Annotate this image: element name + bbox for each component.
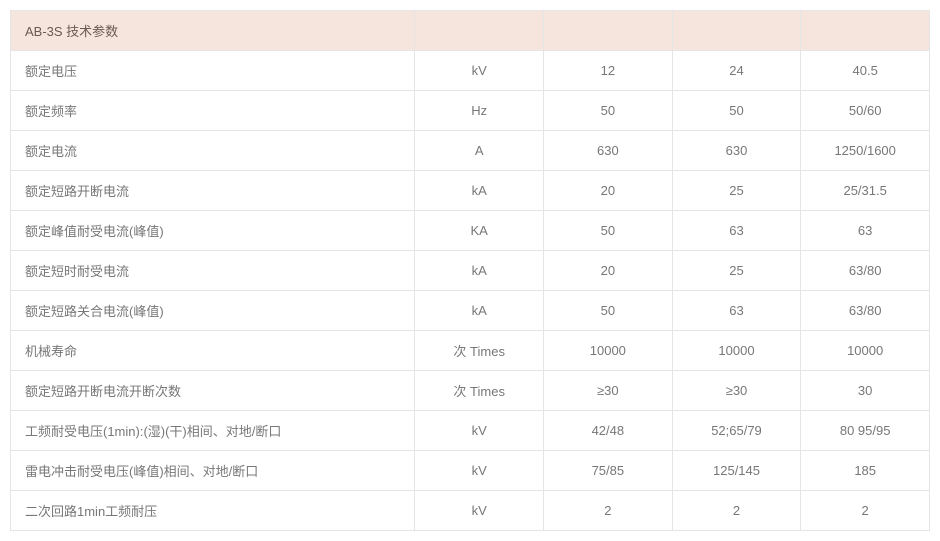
- param-unit: kA: [415, 291, 544, 331]
- header-blank: [672, 11, 801, 51]
- param-label: 额定电流: [11, 131, 415, 171]
- param-value: 2: [672, 491, 801, 531]
- param-value: 25/31.5: [801, 171, 930, 211]
- param-unit: kV: [415, 491, 544, 531]
- param-label: 额定峰值耐受电流(峰值): [11, 211, 415, 251]
- table-header: AB-3S 技术参数: [11, 11, 930, 51]
- param-value: 12: [544, 51, 673, 91]
- param-value: 75/85: [544, 451, 673, 491]
- param-value: ≥30: [672, 371, 801, 411]
- param-label: 额定短路开断电流开断次数: [11, 371, 415, 411]
- param-value: 63/80: [801, 251, 930, 291]
- param-value: 50: [672, 91, 801, 131]
- param-unit: kV: [415, 411, 544, 451]
- param-value: 2: [801, 491, 930, 531]
- param-label: 额定短路开断电流: [11, 171, 415, 211]
- header-blank: [415, 11, 544, 51]
- param-value: 1250/1600: [801, 131, 930, 171]
- param-value: 40.5: [801, 51, 930, 91]
- param-value: 25: [672, 171, 801, 211]
- param-value: 63/80: [801, 291, 930, 331]
- param-value: ≥30: [544, 371, 673, 411]
- table-title: AB-3S 技术参数: [11, 11, 415, 51]
- table-row: 额定频率Hz505050/60: [11, 91, 930, 131]
- param-label: 额定短路关合电流(峰值): [11, 291, 415, 331]
- table-body: 额定电压kV122440.5额定频率Hz505050/60额定电流A630630…: [11, 51, 930, 531]
- param-value: 50: [544, 91, 673, 131]
- param-value: 10000: [672, 331, 801, 371]
- table-row: 额定短路开断电流kA202525/31.5: [11, 171, 930, 211]
- param-unit: kA: [415, 171, 544, 211]
- table-row: 额定短路开断电流开断次数次 Times≥30≥3030: [11, 371, 930, 411]
- table-row: 额定短路关合电流(峰值)kA506363/80: [11, 291, 930, 331]
- param-unit: kV: [415, 51, 544, 91]
- param-label: 额定频率: [11, 91, 415, 131]
- param-value: 52;65/79: [672, 411, 801, 451]
- param-value: 25: [672, 251, 801, 291]
- param-value: 50: [544, 211, 673, 251]
- table-row: 工频耐受电压(1min):(湿)(干)相间、对地/断口kV42/4852;65/…: [11, 411, 930, 451]
- table-row: 额定电压kV122440.5: [11, 51, 930, 91]
- param-unit: Hz: [415, 91, 544, 131]
- param-value: 50/60: [801, 91, 930, 131]
- spec-table: AB-3S 技术参数 额定电压kV122440.5额定频率Hz505050/60…: [10, 10, 930, 531]
- param-value: 63: [672, 291, 801, 331]
- param-value: 24: [672, 51, 801, 91]
- param-value: 630: [672, 131, 801, 171]
- param-value: 42/48: [544, 411, 673, 451]
- param-label: 工频耐受电压(1min):(湿)(干)相间、对地/断口: [11, 411, 415, 451]
- param-unit: A: [415, 131, 544, 171]
- param-label: 额定短时耐受电流: [11, 251, 415, 291]
- param-unit: 次 Times: [415, 371, 544, 411]
- param-value: 80 95/95: [801, 411, 930, 451]
- param-label: 机械寿命: [11, 331, 415, 371]
- param-unit: kV: [415, 451, 544, 491]
- param-value: 30: [801, 371, 930, 411]
- table-row: 额定短时耐受电流kA202563/80: [11, 251, 930, 291]
- table-row: 机械寿命次 Times100001000010000: [11, 331, 930, 371]
- param-value: 20: [544, 251, 673, 291]
- param-value: 125/145: [672, 451, 801, 491]
- table-row: 额定峰值耐受电流(峰值)KA506363: [11, 211, 930, 251]
- param-label: 二次回路1min工频耐压: [11, 491, 415, 531]
- param-value: 630: [544, 131, 673, 171]
- param-unit: 次 Times: [415, 331, 544, 371]
- param-value: 10000: [544, 331, 673, 371]
- param-value: 63: [801, 211, 930, 251]
- param-label: 额定电压: [11, 51, 415, 91]
- table-row: 额定电流A6306301250/1600: [11, 131, 930, 171]
- param-label: 雷电冲击耐受电压(峰值)相间、对地/断口: [11, 451, 415, 491]
- param-unit: kA: [415, 251, 544, 291]
- table-row: 雷电冲击耐受电压(峰值)相间、对地/断口kV75/85125/145185: [11, 451, 930, 491]
- param-value: 63: [672, 211, 801, 251]
- header-blank: [801, 11, 930, 51]
- param-value: 185: [801, 451, 930, 491]
- param-value: 10000: [801, 331, 930, 371]
- table-row: 二次回路1min工频耐压kV222: [11, 491, 930, 531]
- param-value: 50: [544, 291, 673, 331]
- param-value: 20: [544, 171, 673, 211]
- param-unit: KA: [415, 211, 544, 251]
- header-blank: [544, 11, 673, 51]
- param-value: 2: [544, 491, 673, 531]
